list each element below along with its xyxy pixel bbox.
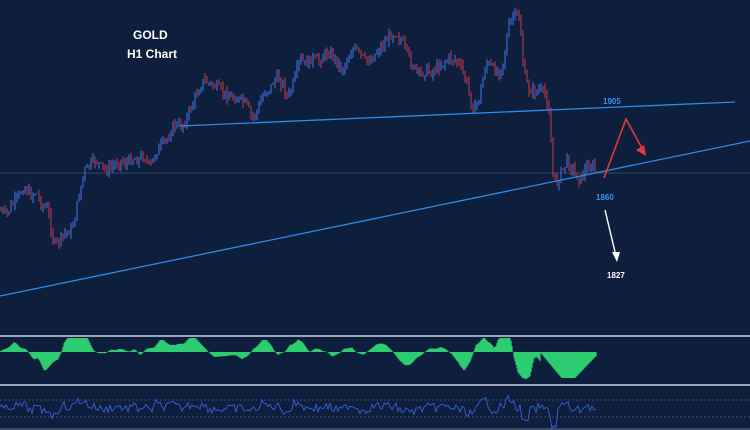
- chart-subtitle: H1 Chart: [127, 47, 177, 61]
- price-candles: [0, 7, 596, 249]
- upper-trendline: [179, 101, 736, 127]
- momentum-histogram: [0, 338, 597, 380]
- up-projection-arrowhead: [636, 145, 646, 156]
- chart-title: GOLD: [133, 28, 168, 42]
- down-projection-arrowhead: [612, 252, 620, 262]
- level-label-1905: 1905: [603, 97, 621, 106]
- level-label-1827: 1827: [607, 271, 625, 280]
- oscillator-line: [0, 394, 597, 430]
- level-label-1860: 1860: [596, 193, 614, 202]
- down-projection-arrow: [604, 209, 617, 257]
- up-projection-arrow: [603, 117, 644, 179]
- lower-trendline: [0, 140, 750, 297]
